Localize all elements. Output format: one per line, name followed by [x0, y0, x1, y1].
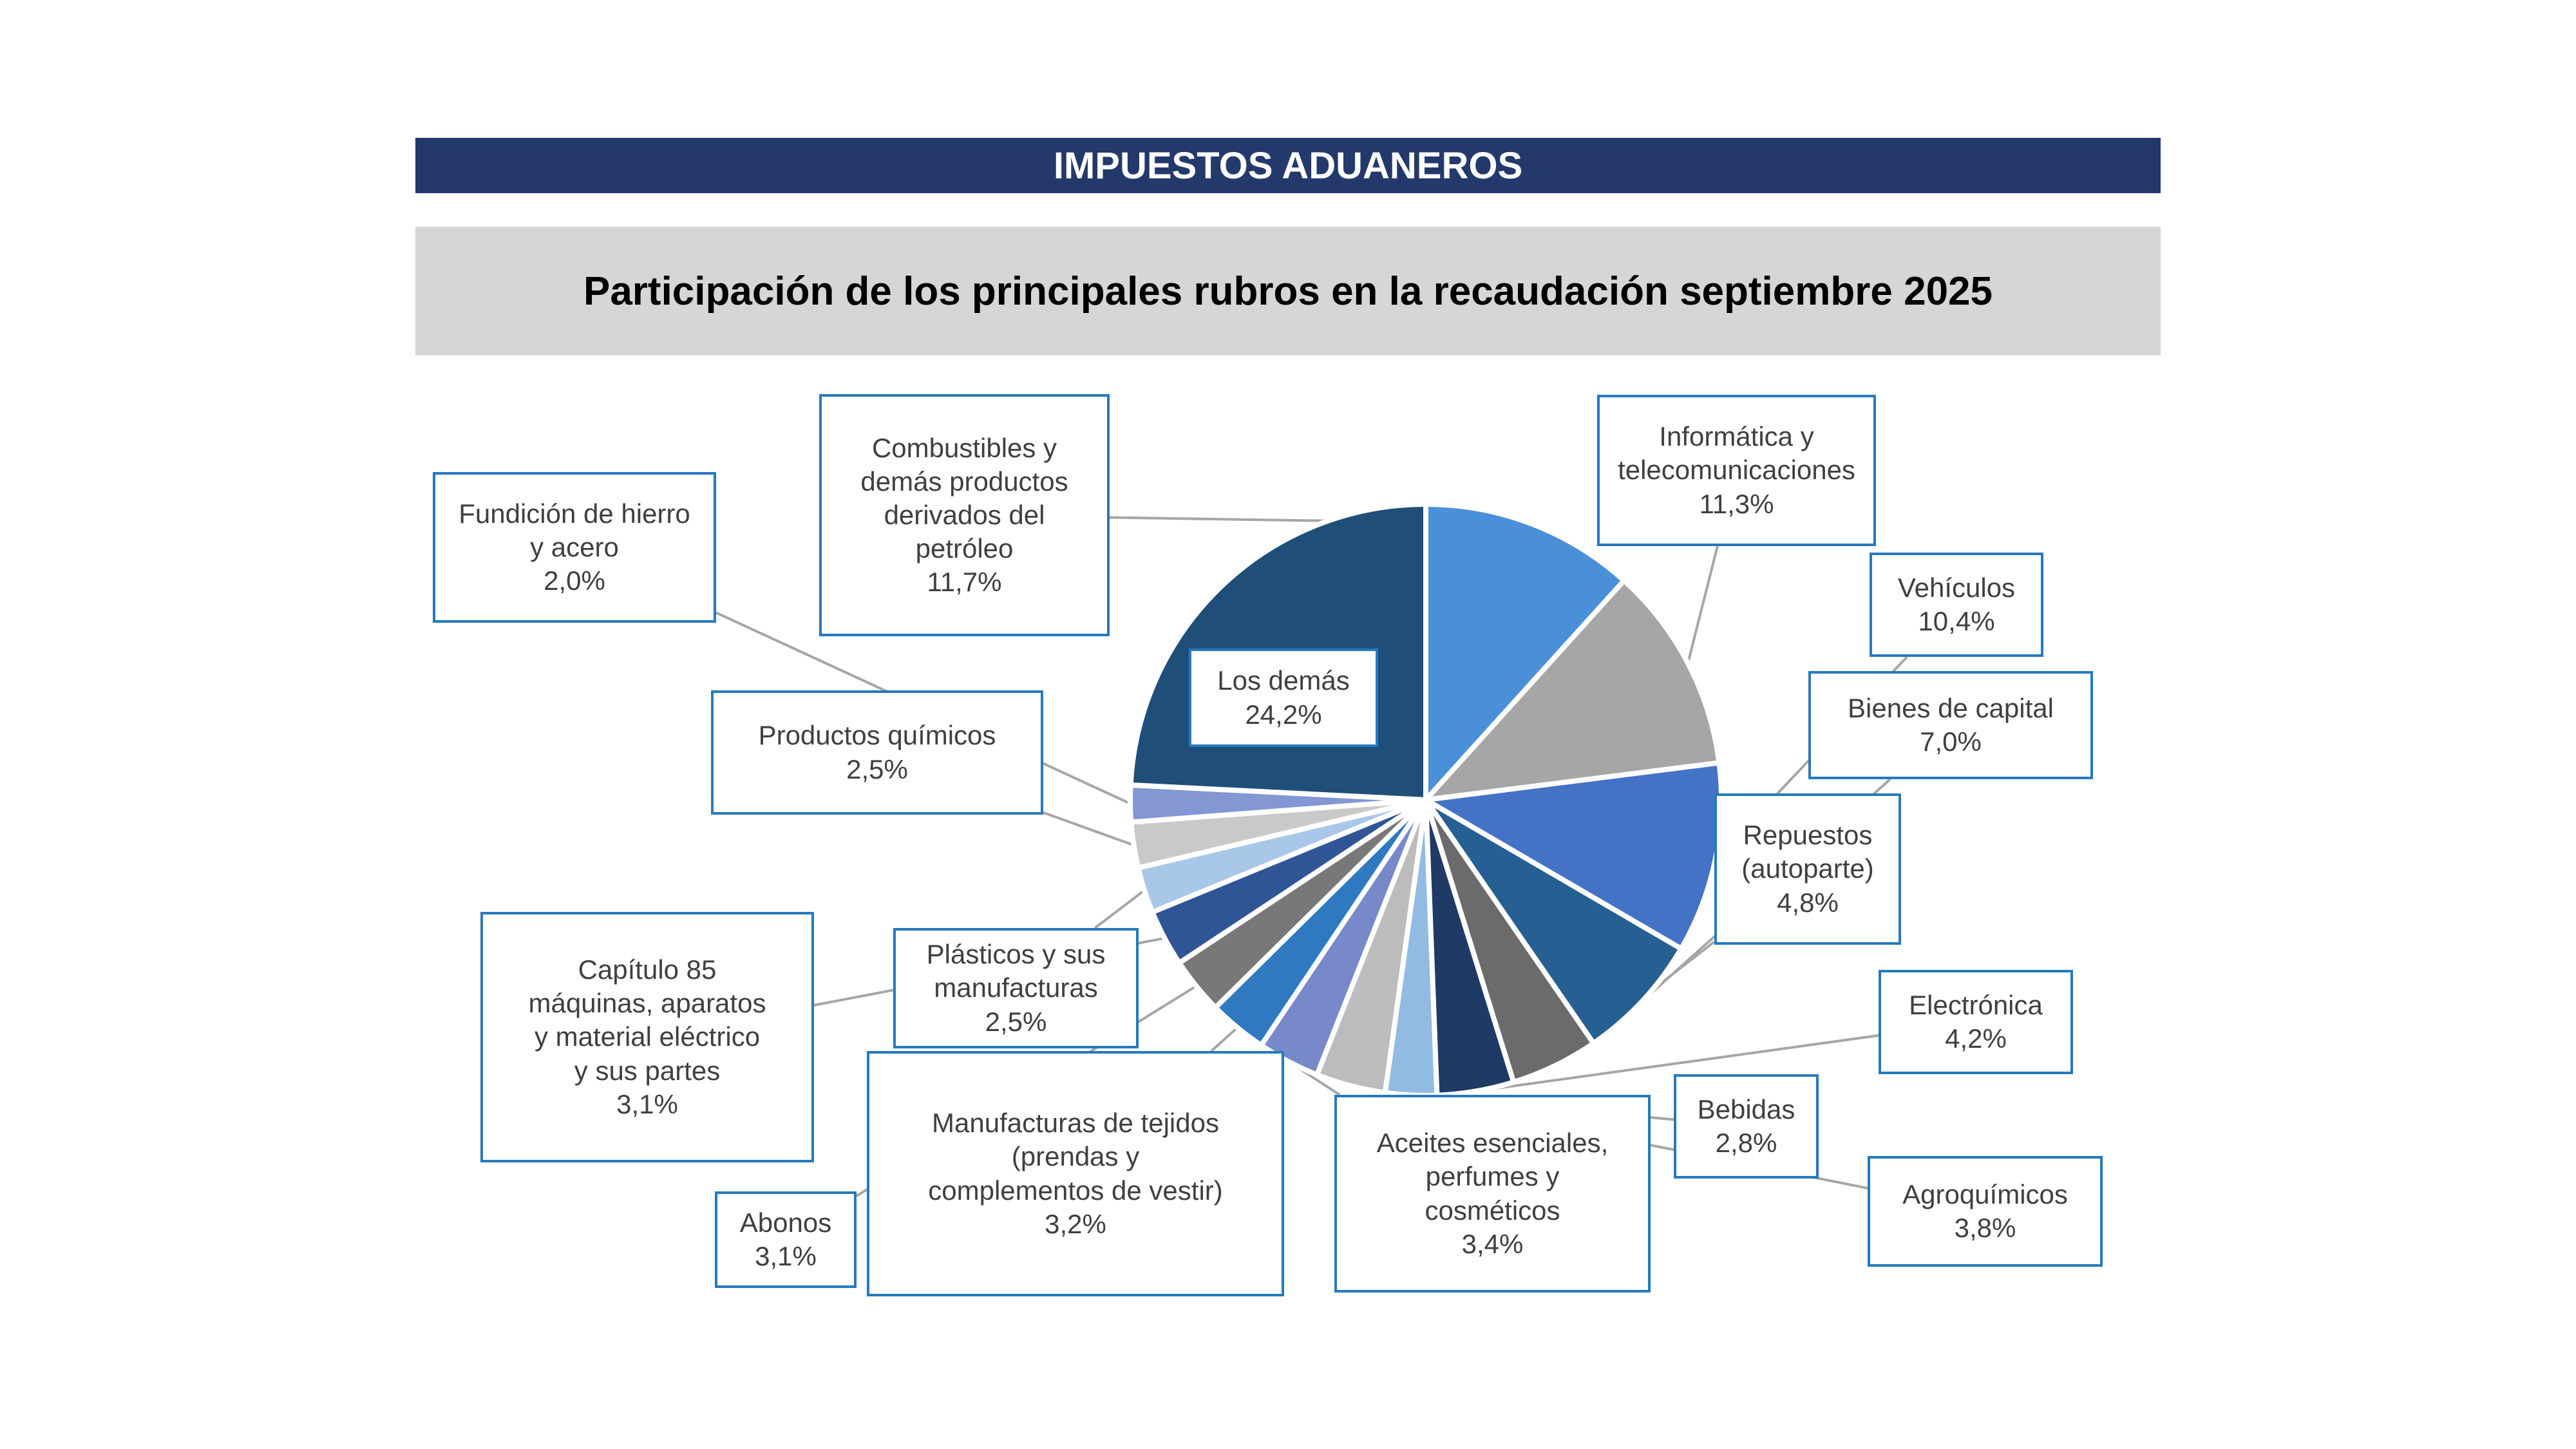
- page-title: IMPUESTOS ADUANEROS: [1053, 144, 1523, 187]
- pie-slice-combustibles: [1423, 502, 1627, 802]
- label-percent: 4,2%: [1945, 1023, 2007, 1054]
- label-percent: 3,4%: [1461, 1228, 1524, 1259]
- label-text: Combustibles y demás productos derivados…: [860, 432, 1068, 564]
- label-box-abonos: Abonos 3,1%: [715, 1191, 857, 1288]
- label-text: Bienes de capital: [1848, 692, 2054, 723]
- label-percent: 3,1%: [755, 1241, 817, 1271]
- label-box-productos: Productos químicos 2,5%: [711, 690, 1043, 815]
- label-percent: 11,3%: [1699, 488, 1774, 519]
- label-percent: 2,8%: [1715, 1128, 1777, 1158]
- label-percent: 24,2%: [1245, 699, 1322, 730]
- chart-subtitle: Participación de los principales rubros …: [583, 269, 1993, 314]
- label-box-losdemas: Los demás 24,2%: [1189, 649, 1378, 747]
- pie-slices: [1128, 502, 1724, 1099]
- label-percent: 2,5%: [985, 1006, 1047, 1037]
- label-text: Agroquímicos: [1902, 1179, 2068, 1209]
- label-text: Manufacturas de tejidos (prendas y compl…: [928, 1108, 1223, 1206]
- label-box-informatica: Informática y telecomunicaciones 11,3%: [1597, 395, 1876, 546]
- label-box-fundicion: Fundición de hierro y acero 2,0%: [433, 472, 716, 623]
- label-text: Repuestos (autoparte): [1741, 820, 1874, 884]
- label-text: Aceites esenciales, perfumes y cosmético…: [1376, 1128, 1609, 1226]
- label-text: Productos químicos: [758, 720, 996, 751]
- title-bar: IMPUESTOS ADUANEROS: [415, 138, 2161, 193]
- label-percent: 3,8%: [1954, 1213, 2016, 1243]
- label-text: Vehículos: [1897, 572, 2016, 603]
- leader-line-electronica: [1475, 1034, 1879, 1093]
- label-text: Bebidas: [1697, 1094, 1795, 1124]
- label-percent: 3,1%: [616, 1088, 678, 1119]
- label-percent: 7,0%: [1920, 726, 1982, 757]
- label-box-plasticos: Plásticos y sus manufacturas 2,5%: [893, 928, 1139, 1048]
- label-percent: 3,2%: [1045, 1208, 1106, 1239]
- label-box-bebidas: Bebidas 2,8%: [1674, 1074, 1819, 1179]
- leader-line-productos: [1043, 811, 1135, 847]
- label-box-bienes: Bienes de capital 7,0%: [1808, 671, 2093, 779]
- pie-slice-bienes: [1423, 797, 1684, 1046]
- label-box-aceites: Aceites esenciales, perfumes y cosmético…: [1334, 1095, 1651, 1293]
- subtitle-bar: Participación de los principales rubros …: [415, 227, 2161, 355]
- leader-line-informatica: [1687, 545, 1719, 664]
- label-box-combustibles: Combustibles y demás productos derivados…: [819, 394, 1110, 636]
- label-box-capitulo85: Capítulo 85 máquinas, aparatos y materia…: [480, 912, 814, 1162]
- label-percent: 4,8%: [1777, 887, 1839, 918]
- label-percent: 2,0%: [544, 565, 605, 596]
- label-text: Capítulo 85 máquinas, aparatos y materia…: [528, 954, 766, 1086]
- label-text: Informática y telecomunicaciones: [1618, 421, 1855, 486]
- label-box-vehiculos: Vehículos 10,4%: [1870, 553, 2043, 657]
- label-text: Abonos: [739, 1207, 832, 1238]
- label-box-electronica: Electrónica 4,2%: [1879, 970, 2073, 1074]
- leader-line-manufacturas: [1210, 1027, 1238, 1052]
- label-percent: 11,7%: [927, 567, 1002, 598]
- label-text: Los demás: [1217, 665, 1350, 696]
- label-text: Plásticos y sus manufacturas: [926, 939, 1106, 1003]
- label-text: Fundición de hierro y acero: [459, 498, 690, 562]
- label-box-repuestos: Repuestos (autoparte) 4,8%: [1714, 793, 1901, 945]
- label-percent: 10,4%: [1918, 606, 1995, 636]
- label-box-manufacturas: Manufacturas de tejidos (prendas y compl…: [867, 1051, 1284, 1296]
- label-box-agroquimicos: Agroquímicos 3,8%: [1868, 1156, 2103, 1267]
- leader-line-plasticos: [1094, 889, 1146, 929]
- label-percent: 2,5%: [846, 753, 908, 784]
- label-text: Electrónica: [1909, 989, 2043, 1020]
- pie-slice-informatica: [1423, 578, 1722, 802]
